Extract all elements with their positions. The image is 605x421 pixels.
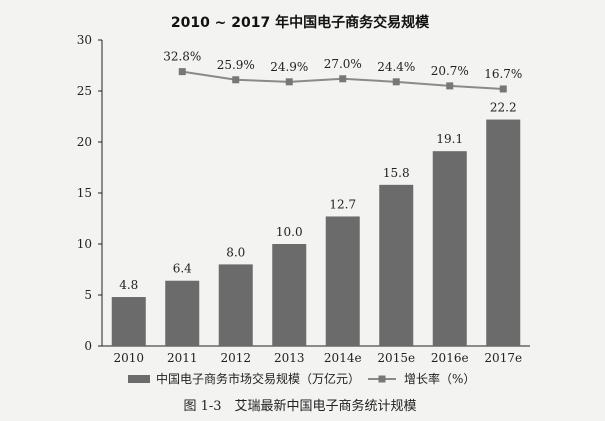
bar — [486, 119, 521, 346]
growth-point — [446, 82, 454, 90]
bar-value-label: 19.1 — [436, 132, 463, 146]
y-tick-label: 15 — [77, 186, 92, 200]
y-tick-label: 30 — [77, 33, 92, 47]
bar — [218, 264, 253, 346]
x-tick-label: 2014e — [324, 351, 362, 365]
bar-value-label: 8.0 — [226, 245, 245, 259]
bar — [272, 244, 307, 346]
x-tick-label: 2015e — [377, 351, 415, 365]
x-tick-label: 2010 — [113, 351, 144, 365]
x-tick-label: 2012 — [220, 351, 251, 365]
growth-rate-label: 16.7% — [484, 67, 522, 81]
growth-rate-label: 27.0% — [324, 57, 362, 71]
bar-series: 4.8 6.4 8.0 10.0 12.7 15.8 19.1 22.2 — [111, 101, 521, 346]
y-tick-label: 0 — [84, 339, 92, 353]
growth-rate-label: 24.4% — [377, 60, 415, 74]
x-tick-label: 2013 — [274, 351, 305, 365]
growth-point — [339, 75, 347, 83]
chart-title: 2010 ~ 2017 年中国电子商务交易规模 — [171, 14, 430, 31]
x-tick-label: 2011 — [167, 351, 198, 365]
growth-rate-label: 20.7% — [431, 64, 469, 78]
y-tick-label: 25 — [77, 84, 92, 98]
bar — [165, 280, 200, 346]
legend-line-label: 增长率（%） — [404, 371, 475, 386]
bar-value-label: 22.2 — [490, 101, 517, 115]
x-tick-label: 2017e — [484, 351, 522, 365]
legend-bar-label: 中国电子商务市场交易规模（万亿元） — [156, 371, 360, 386]
growth-line-series: 32.8% 25.9% 24.9% 27.0% 24.4% 20.7% 16.7% — [163, 50, 522, 93]
x-tick-labels: 2010 2011 2012 2013 2014e 2015e 2016e 2017e — [113, 351, 522, 365]
bar — [325, 216, 360, 346]
bar-value-label: 15.8 — [383, 166, 410, 180]
growth-rate-label: 25.9% — [217, 58, 255, 72]
growth-point — [392, 78, 400, 86]
figure-caption: 图 1-3 艾瑞最新中国电子商务统计规模 — [183, 398, 416, 414]
growth-point — [499, 85, 507, 93]
growth-point — [232, 76, 240, 84]
legend-bar-swatch — [128, 375, 150, 383]
y-tick-label: 10 — [77, 237, 92, 251]
growth-rate-label: 24.9% — [270, 60, 308, 74]
bar-value-label: 10.0 — [276, 225, 303, 239]
y-tick-label: 20 — [77, 135, 92, 149]
growth-rate-label: 32.8% — [163, 50, 201, 64]
bar-value-label: 4.8 — [119, 278, 138, 292]
bar-value-label: 6.4 — [173, 262, 192, 276]
bar — [111, 297, 146, 346]
bar — [379, 184, 414, 346]
legend-line-marker — [378, 375, 386, 383]
growth-point — [285, 78, 293, 86]
x-tick-label: 2016e — [431, 351, 469, 365]
y-tick-label: 5 — [84, 288, 92, 302]
bar-value-label: 12.7 — [329, 197, 356, 211]
legend: 中国电子商务市场交易规模（万亿元） 增长率（%） — [128, 371, 475, 386]
bar — [432, 151, 467, 346]
growth-point — [178, 68, 186, 76]
